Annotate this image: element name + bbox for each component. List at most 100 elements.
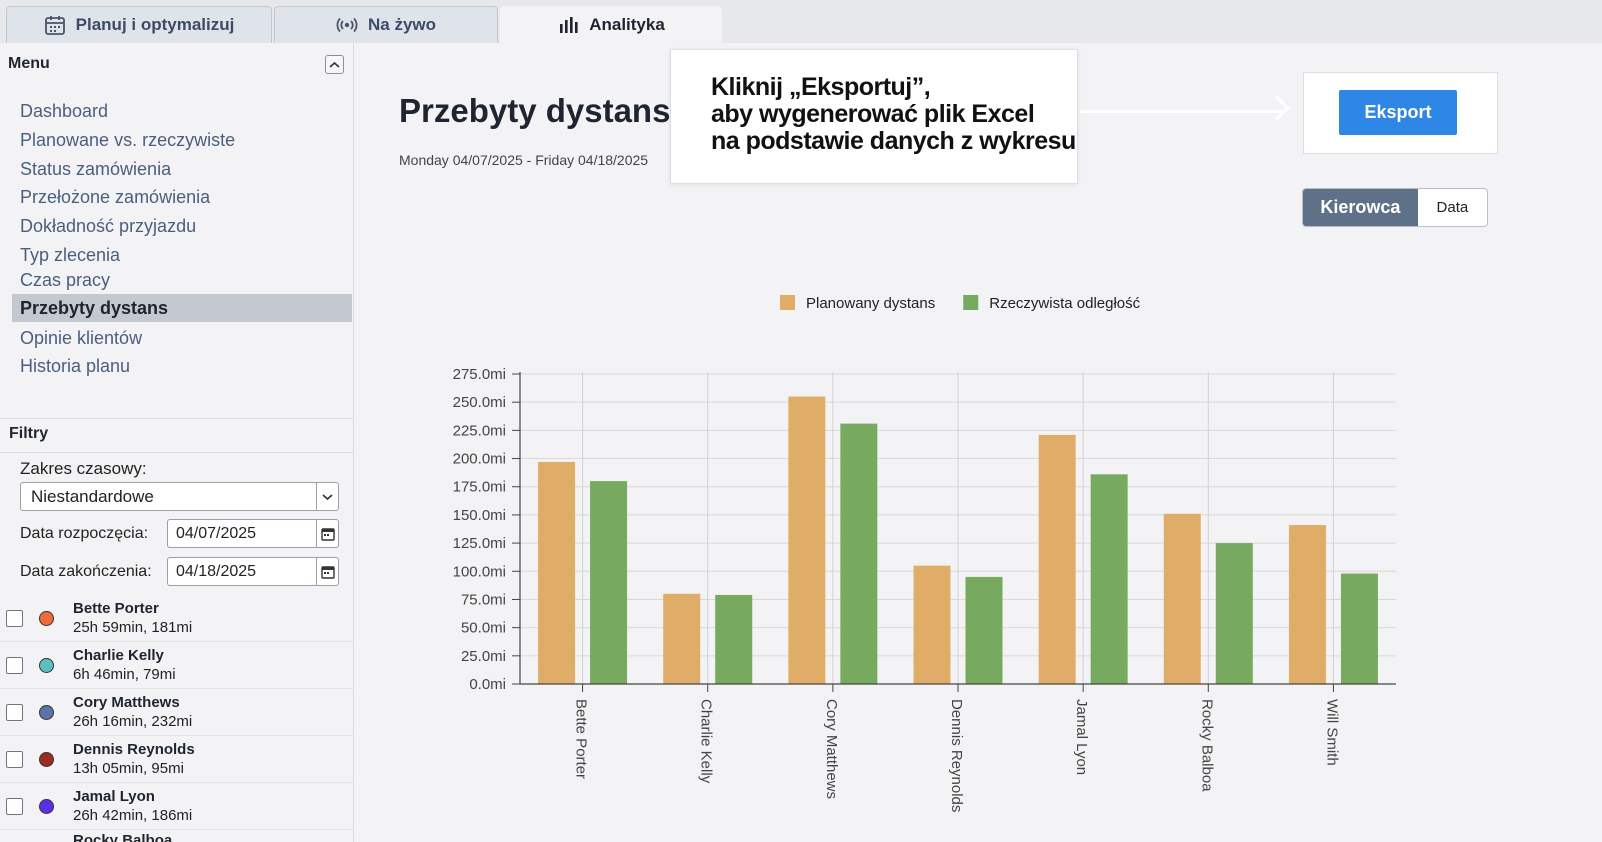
start-date-value: 04/07/2025 [176, 524, 257, 542]
y-tick-label: 125.0mi [453, 535, 506, 552]
bar [840, 423, 878, 684]
export-button[interactable]: Eksport [1339, 90, 1457, 135]
legend-label: Rzeczywista odległość [989, 295, 1140, 312]
x-tick-label: Rocky Balboa [1198, 699, 1215, 792]
callout-line: aby wygenerować plik Excel [711, 100, 1035, 128]
bar [1288, 525, 1326, 684]
driver-checkbox[interactable] [6, 751, 23, 768]
sidebar-item-plan-history[interactable]: Historia planu [20, 355, 131, 376]
driver-list-item[interactable]: Cory Matthews 26h 16min, 232mi [0, 689, 354, 736]
x-tick-label: Will Smith [1323, 699, 1340, 766]
y-tick-label: 250.0mi [453, 394, 506, 411]
driver-list-item[interactable]: Jamal Lyon 26h 42min, 186mi [0, 783, 354, 830]
driver-color-dot [39, 658, 54, 673]
tab-label: Planuj i optymalizuj [75, 15, 235, 34]
menu-heading: Menu [8, 55, 50, 72]
divider [0, 452, 354, 453]
y-tick-label: 0.0mi [469, 676, 506, 693]
bar [1215, 543, 1253, 684]
callout-arrow [1080, 110, 1285, 113]
x-tick-label: Cory Matthews [823, 699, 840, 799]
bar [1163, 513, 1201, 684]
driver-list-item[interactable]: Bette Porter 25h 59min, 181mi [0, 595, 354, 642]
filters-heading: Filtry [9, 425, 49, 442]
legend-swatch [963, 295, 979, 310]
tab-live[interactable]: Na żywo [274, 6, 498, 43]
driver-checkbox[interactable] [6, 657, 23, 674]
driver-list-item[interactable]: Charlie Kelly 6h 46min, 79mi [0, 642, 354, 689]
sidebar-item-dashboard[interactable]: Dashboard [20, 100, 109, 121]
sidebar-item-rescheduled-orders[interactable]: Przełożone zamówienia [20, 186, 211, 207]
sidebar-item-order-status[interactable]: Status zamówienia [20, 158, 172, 179]
calendar-icon [320, 565, 335, 579]
driver-name: Bette Porter [73, 600, 159, 617]
y-tick-label: 100.0mi [453, 563, 506, 580]
sidebar-item-customer-reviews[interactable]: Opinie klientów [20, 327, 143, 348]
driver-checkbox[interactable] [6, 798, 23, 815]
driver-color-dot [39, 752, 54, 767]
calendar-picker-button[interactable] [316, 520, 338, 547]
sidebar-item-order-type[interactable]: Typ zlecenia [20, 244, 121, 265]
y-tick-label: 225.0mi [453, 422, 506, 439]
x-tick-label: Bette Porter [573, 699, 590, 779]
tab-label: Na żywo [367, 15, 437, 34]
bar [590, 481, 628, 684]
dropdown-arrow [316, 483, 338, 510]
driver-color-dot [39, 799, 54, 814]
tab-analytics[interactable]: Analityka [500, 6, 722, 43]
driver-name: Jamal Lyon [73, 788, 155, 805]
driver-color-dot [39, 705, 54, 720]
driver-name: Charlie Kelly [73, 647, 164, 664]
end-date-input[interactable]: 04/18/2025 [167, 557, 339, 586]
driver-stats: 6h 46min, 79mi [73, 666, 176, 683]
tab-plan-optimize[interactable]: Planuj i optymalizuj [6, 6, 272, 43]
broadcast-icon [336, 17, 358, 33]
y-tick-label: 150.0mi [453, 507, 506, 524]
date-range-label: Monday 04/07/2025 - Friday 04/18/2025 [399, 152, 649, 168]
time-range-value: Niestandardowe [31, 486, 154, 506]
sidebar-item-distance-traveled[interactable]: Przebyty dystans [12, 294, 352, 322]
collapse-menu-button[interactable] [325, 55, 344, 74]
legend-swatch [780, 295, 795, 310]
driver-list-item[interactable]: Rocky Balboa [0, 827, 354, 842]
driver-name: Cory Matthews [73, 694, 180, 711]
bar [715, 594, 753, 684]
calendar-icon [320, 527, 335, 541]
export-hint-callout: Kliknij „Eksportuj”, aby wygenerować pli… [670, 49, 1078, 184]
driver-checkbox[interactable] [6, 704, 23, 721]
toggle-driver[interactable]: Kierowca [1303, 189, 1418, 226]
x-tick-label: Jamal Lyon [1073, 699, 1090, 775]
bar [965, 576, 1003, 684]
y-tick-label: 200.0mi [453, 451, 506, 468]
sidebar-item-work-time[interactable]: Czas pracy [20, 269, 111, 290]
y-tick-label: 50.0mi [461, 620, 506, 637]
chevron-down-icon [322, 493, 333, 500]
sidebar: Menu Dashboard Planowane vs. rzeczywiste… [0, 43, 354, 842]
driver-name: Dennis Reynolds [73, 741, 195, 758]
start-date-input[interactable]: 04/07/2025 [167, 519, 339, 548]
driver-list-item[interactable]: Dennis Reynolds 13h 05min, 95mi [0, 736, 354, 783]
end-date-label: Data zakończenia: [20, 563, 152, 580]
end-date-value: 04/18/2025 [176, 562, 257, 580]
top-tab-bar: Planuj i optymalizuj Na żywo Analityka [0, 0, 1602, 43]
time-range-select[interactable]: Niestandardowe [20, 482, 339, 511]
bar [538, 461, 576, 684]
page-title: Przebyty dystans [399, 92, 671, 129]
calendar-picker-button[interactable] [316, 558, 338, 585]
x-tick-label: Dennis Reynolds [948, 699, 965, 812]
group-by-toggle: Kierowca Data [1302, 188, 1488, 227]
sidebar-item-planned-vs-actual[interactable]: Planowane vs. rzeczywiste [20, 129, 236, 150]
arrow-right-icon [1264, 95, 1290, 121]
bar [1090, 474, 1128, 684]
driver-stats: 26h 16min, 232mi [73, 713, 193, 730]
driver-stats: 25h 59min, 181mi [73, 619, 193, 636]
y-tick-label: 275.0mi [453, 366, 506, 383]
driver-color-dot [39, 611, 54, 626]
y-tick-label: 175.0mi [453, 479, 506, 496]
driver-checkbox[interactable] [6, 610, 23, 627]
toggle-date[interactable]: Data [1436, 199, 1469, 216]
x-tick-label: Charlie Kelly [698, 699, 715, 784]
sidebar-item-arrival-accuracy[interactable]: Dokładność przyjazdu [20, 215, 197, 236]
chevron-up-icon [329, 61, 340, 68]
y-tick-label: 75.0mi [461, 591, 506, 608]
